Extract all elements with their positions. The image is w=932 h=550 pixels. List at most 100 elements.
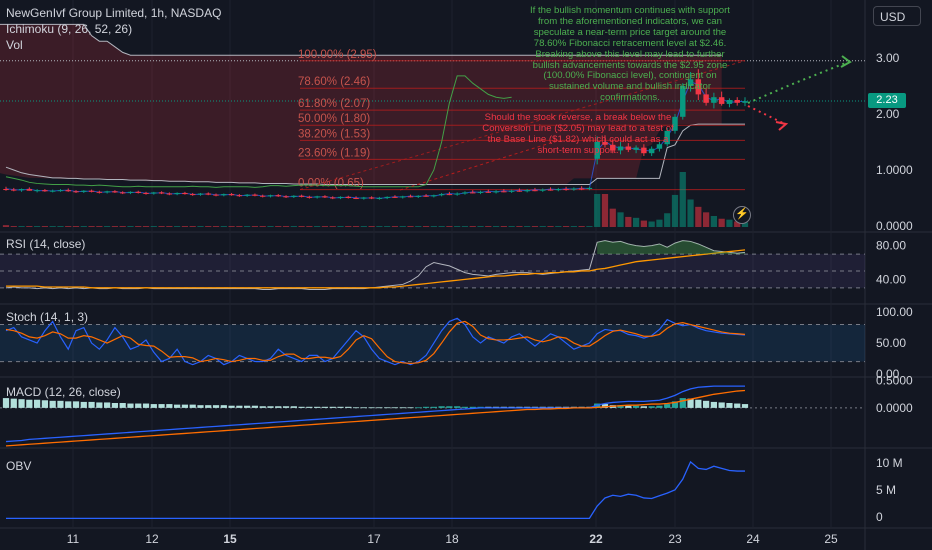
macd-histogram-bar [718, 402, 725, 408]
volume-bar [438, 226, 445, 227]
macd-histogram-bar [80, 401, 87, 408]
candle-body [726, 100, 733, 104]
bearish-annotation[interactable]: Should the stock reverse, a break below … [482, 112, 674, 156]
volume-bar [275, 226, 282, 227]
volume-legend[interactable]: Vol [6, 38, 23, 52]
candle-body [283, 196, 289, 198]
stoch-band [0, 324, 865, 362]
macd-histogram-bar [391, 407, 399, 409]
candle-body [407, 196, 414, 198]
volume-bar [166, 226, 173, 227]
stoch-legend[interactable]: Stoch (14, 1, 3) [6, 310, 89, 324]
volume-bar [594, 194, 601, 227]
volume-bar [251, 226, 259, 227]
price-candles [3, 69, 748, 200]
fib-level-label: 100.00% (2.95) [298, 49, 377, 61]
volume-bar [679, 172, 686, 227]
volume-bar [430, 226, 437, 227]
macd-pane[interactable] [0, 385, 865, 447]
rsi-overbought-fill [597, 240, 745, 255]
macd-histogram-bar [422, 406, 430, 408]
candle-body [197, 193, 204, 195]
candle-body [384, 196, 390, 198]
volume-bar [65, 226, 72, 227]
candle-body [368, 197, 375, 199]
ichimoku-legend[interactable]: Ichimoku (9, 26, 52, 26) [6, 22, 133, 36]
volume-bar [26, 226, 33, 227]
volume-bar [181, 226, 189, 227]
macd-histogram-bar [189, 404, 196, 408]
volume-bar [485, 226, 492, 227]
candle-body [742, 101, 748, 103]
volume-bar [306, 226, 313, 227]
time-tick-label: 15 [223, 532, 237, 546]
volume-bar [539, 226, 546, 227]
fib-level-label: 23.60% (1.19) [298, 147, 370, 159]
symbol-title[interactable]: NewGenIvf Group Limited, 1h, NASDAQ [6, 6, 222, 20]
obv-pane[interactable] [6, 460, 745, 520]
candle-body [734, 100, 740, 103]
price-tick-label: 1.0000 [876, 163, 913, 177]
candle-body [267, 195, 274, 197]
bullish-annotation[interactable]: If the bullish momentum continues with s… [530, 5, 730, 104]
macd-histogram-bar [734, 403, 741, 408]
candle-body [361, 197, 367, 199]
candle-body [205, 193, 211, 195]
lightning-icon[interactable]: ⚡ [733, 206, 751, 224]
time-tick-label: 25 [824, 532, 838, 546]
macd-legend[interactable]: MACD (12, 26, close) [6, 385, 121, 399]
macd-histogram-bar [49, 400, 56, 408]
volume-bar [640, 220, 647, 227]
macd-histogram-bar [360, 407, 367, 409]
volume-bar [656, 219, 663, 227]
stoch-tick-label: 100.00 [876, 305, 913, 319]
candle-body [104, 191, 110, 193]
stoch-k-line [5, 317, 746, 366]
macd-histogram-bar [726, 402, 733, 408]
rsi-pane[interactable] [0, 240, 865, 291]
candle-body [26, 189, 33, 191]
time-tick-label: 24 [746, 532, 760, 546]
fibonacci-retracement[interactable]: 100.00% (2.95) 78.60% (2.46) 61.80% (2.07)… [298, 49, 746, 191]
projection-arrows[interactable] [399, 55, 852, 191]
axes: 3.00 2.00 1.0000 0.0000 80.00 40.00 100.00 50.0… [67, 51, 913, 546]
volume-bar [555, 226, 562, 227]
rsi-legend[interactable]: RSI (14, close) [6, 237, 86, 251]
volume-bar [337, 226, 344, 227]
volume-bar [10, 226, 17, 227]
macd-histogram-bar [671, 401, 679, 408]
macd-histogram-bar [306, 406, 313, 408]
volume-bar [57, 226, 64, 227]
macd-histogram-bar [632, 405, 640, 408]
stoch-d-line [5, 320, 746, 365]
macd-histogram-bar [710, 401, 717, 408]
volume-bar [158, 226, 165, 227]
base-line [5, 123, 745, 186]
volume-bar [376, 226, 383, 227]
volume-bar [741, 222, 749, 227]
candle-body [695, 79, 702, 95]
candle-body [571, 188, 577, 190]
candle-body [275, 195, 281, 197]
macd-histogram-bar [298, 406, 305, 408]
macd-histogram-bar [267, 406, 274, 408]
macd-histogram-bar [376, 407, 383, 409]
volume-bar [601, 194, 609, 227]
currency-selector[interactable]: USD [873, 6, 921, 26]
volume-bar [586, 226, 593, 227]
candle-body [166, 193, 173, 195]
macd-histogram-bar [181, 404, 189, 408]
macd-histogram-bar [345, 406, 352, 408]
stoch-tick-label: 0.00 [876, 367, 900, 381]
candle-body [158, 192, 165, 194]
candle-body [470, 192, 476, 194]
obv-legend[interactable]: OBV [6, 459, 32, 473]
rsi-tick-label: 80.00 [876, 239, 906, 253]
macd-histogram-bar [461, 406, 469, 408]
stoch-pane[interactable] [0, 317, 865, 366]
candle-body [57, 190, 64, 192]
volume-bar [321, 226, 329, 227]
bearish-arrow-head [775, 121, 789, 131]
fib-level-label: 78.60% (2.46) [298, 76, 370, 88]
